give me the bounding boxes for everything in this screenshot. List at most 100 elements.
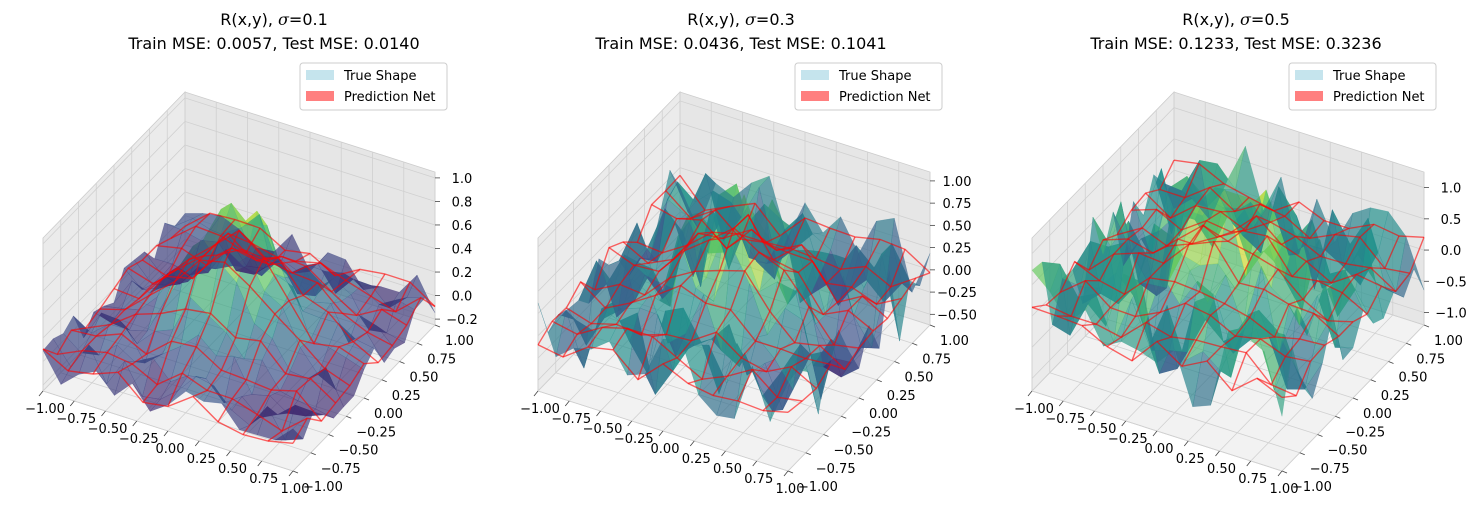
wireframe-line (156, 245, 407, 326)
y-tick-label: 1.00 (1434, 334, 1463, 349)
wireframe-line (1231, 223, 1375, 391)
grid-line (1031, 138, 1425, 286)
x-tick-label: 1.00 (281, 482, 310, 497)
z-tick-label: 1.00 (943, 175, 972, 190)
x-tick-label: −0.75 (1045, 412, 1085, 427)
y-tick (328, 434, 334, 437)
y-tick (1299, 452, 1305, 456)
x-tick-label: 0.00 (1145, 442, 1174, 457)
x-tick-label: −0.50 (1077, 422, 1117, 437)
x-tick-label: −0.25 (614, 432, 654, 447)
chart-panel-sigma-0-1: R(x,y), σ=0.1 Train MSE: 0.0057, Test MS… (25, 10, 478, 497)
y-tick (434, 324, 441, 328)
x-tick (533, 390, 539, 397)
x-tick-label: 1.00 (776, 482, 805, 497)
x-tick-label: 0.25 (187, 452, 216, 467)
y-tick-label: 0.25 (887, 389, 916, 404)
y-tick-label: −0.50 (834, 444, 874, 459)
legend-swatch-prediction-net (801, 91, 829, 101)
grid-line (537, 144, 931, 292)
y-tick (929, 324, 936, 328)
wireframe-line (113, 229, 365, 365)
y-tick (381, 379, 387, 383)
y-tick (787, 470, 794, 474)
wireframe-line (687, 227, 831, 385)
y-tick-label: 0.00 (1363, 407, 1392, 422)
wireframe-line (1256, 235, 1400, 386)
z-tick-label: 0.2 (452, 266, 473, 281)
surface-patch (174, 213, 203, 227)
legend-frame (299, 62, 448, 111)
z-tick-label: 0.4 (452, 243, 473, 258)
y-tick (912, 342, 918, 346)
x-tick (226, 450, 231, 457)
y-tick (363, 397, 370, 401)
x-tick (627, 420, 633, 427)
chart-title-line1: R(x,y), σ=0.1 (220, 10, 328, 29)
z-tick-label: −0.25 (937, 286, 977, 301)
x-tick-label: −1.00 (25, 402, 65, 417)
legend: True Shape Prediction Net (299, 62, 448, 111)
y-tick-label: 0.75 (1416, 352, 1445, 367)
x-tick (1215, 450, 1220, 457)
wireframe-line (712, 236, 856, 396)
y-tick (1406, 342, 1412, 346)
x-tick (1121, 420, 1127, 427)
x-tick-label: −0.50 (88, 422, 128, 437)
grid-line (42, 168, 436, 315)
y-tick-label: 0.00 (374, 407, 403, 422)
y-tick (858, 397, 865, 401)
x-tick-label: 0.75 (744, 472, 773, 487)
y-tick (841, 415, 847, 419)
x-tick (194, 440, 200, 447)
x-tick-label: −0.25 (119, 432, 159, 447)
wireframe-line (267, 281, 411, 442)
surface-patch (669, 170, 699, 229)
x-tick (658, 430, 664, 437)
x-tick (596, 410, 601, 417)
y-tick-label: −0.25 (1345, 425, 1385, 440)
y-tick (1317, 434, 1323, 437)
x-tick (38, 390, 44, 397)
legend-label-prediction-net: Prediction Net (839, 90, 931, 105)
x-tick (257, 460, 263, 467)
y-tick-label: −0.25 (851, 425, 891, 440)
y-tick (346, 415, 352, 419)
y-tick-label: −0.75 (1310, 462, 1350, 477)
wireframe-line (1159, 186, 1410, 274)
y-tick-label: 0.25 (392, 389, 421, 404)
grid-line (1031, 107, 1425, 254)
legend-frame (1288, 62, 1437, 111)
y-tick-label: −0.50 (339, 444, 379, 459)
x-tick (69, 400, 75, 407)
y-tick (417, 342, 423, 346)
wireframe-line (1117, 227, 1368, 315)
x-tick-label: 0.50 (1207, 462, 1236, 477)
wireframe-line (679, 174, 931, 274)
y-tick-label: 0.50 (1399, 371, 1428, 386)
x-tick (564, 400, 570, 407)
legend: True Shape Prediction Net (794, 62, 943, 111)
x-tick (1246, 460, 1252, 467)
y-tick (292, 470, 299, 474)
legend-swatch-true-shape (801, 70, 829, 80)
y-tick-label: −0.50 (1328, 444, 1368, 459)
x-tick (288, 470, 294, 477)
y-tick (1281, 470, 1288, 474)
wireframe-line (1281, 237, 1425, 399)
chart-title-line2: Train MSE: 0.0436, Test MSE: 0.1041 (594, 34, 886, 53)
wireframe-line (1181, 220, 1325, 367)
z-tick-label: 1.0 (1441, 182, 1462, 197)
wireframe-line (1102, 224, 1354, 323)
y-tick-label: 0.50 (410, 371, 439, 386)
wireframe-line (217, 268, 361, 423)
y-tick-label: 1.00 (445, 334, 474, 349)
x-tick-label: 1.00 (1270, 482, 1299, 497)
wireframe-line (1173, 159, 1425, 238)
wireframe-line (622, 213, 874, 332)
x-tick-label: 0.00 (651, 442, 680, 457)
z-tick-label: 1.0 (452, 172, 473, 187)
x-tick (132, 420, 138, 427)
y-tick-label: −1.00 (303, 480, 343, 495)
legend-swatch-true-shape (1295, 70, 1323, 80)
